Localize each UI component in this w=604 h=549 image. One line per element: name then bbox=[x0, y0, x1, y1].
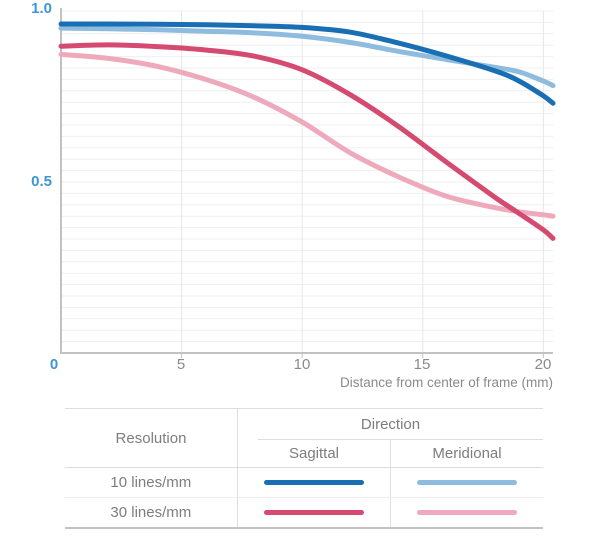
swatch-10-sagittal bbox=[263, 480, 364, 485]
x-axis-label-15: 15 bbox=[413, 356, 431, 373]
legend-table: Resolution Direction Sagittal Meridional… bbox=[65, 408, 543, 529]
curve-10-meridional bbox=[58, 25, 556, 89]
legend-row-label: 10 lines/mm bbox=[65, 468, 238, 497]
curve-10-sagittal bbox=[58, 21, 556, 106]
legend-direction-group: Direction Sagittal Meridional bbox=[238, 409, 543, 467]
swatch-10-meridional bbox=[416, 480, 517, 485]
x-axis-label-10: 10 bbox=[293, 356, 311, 373]
x-axis-title: Distance from center of frame (mm) bbox=[339, 375, 553, 390]
x-axis-label-0: 0 bbox=[49, 356, 59, 373]
legend-col-meridional: Meridional bbox=[390, 440, 543, 467]
legend-col-sagittal: Sagittal bbox=[288, 445, 340, 462]
legend-row-label: 30 lines/mm bbox=[65, 498, 238, 527]
swatch-30-meridional bbox=[416, 510, 517, 515]
legend-row-30lines: 30 lines/mm bbox=[65, 497, 543, 527]
legend-col-resolution: Resolution bbox=[65, 409, 238, 467]
y-axis-label-0.5: 0.5 bbox=[31, 173, 52, 190]
swatch-30-sagittal bbox=[263, 510, 364, 515]
legend-row-10lines: 10 lines/mm bbox=[65, 468, 543, 497]
curve-30-sagittal bbox=[58, 42, 556, 241]
mtf-chart-plot bbox=[58, 8, 556, 358]
legend-header: Resolution Direction Sagittal Meridional bbox=[65, 409, 543, 468]
x-axis-label-20: 20 bbox=[534, 356, 552, 373]
x-axis-label-5: 5 bbox=[176, 356, 186, 373]
y-axis-label-1.0: 1.0 bbox=[31, 0, 52, 17]
legend-col-direction: Direction bbox=[238, 409, 543, 440]
curve-30-meridional bbox=[58, 51, 556, 219]
